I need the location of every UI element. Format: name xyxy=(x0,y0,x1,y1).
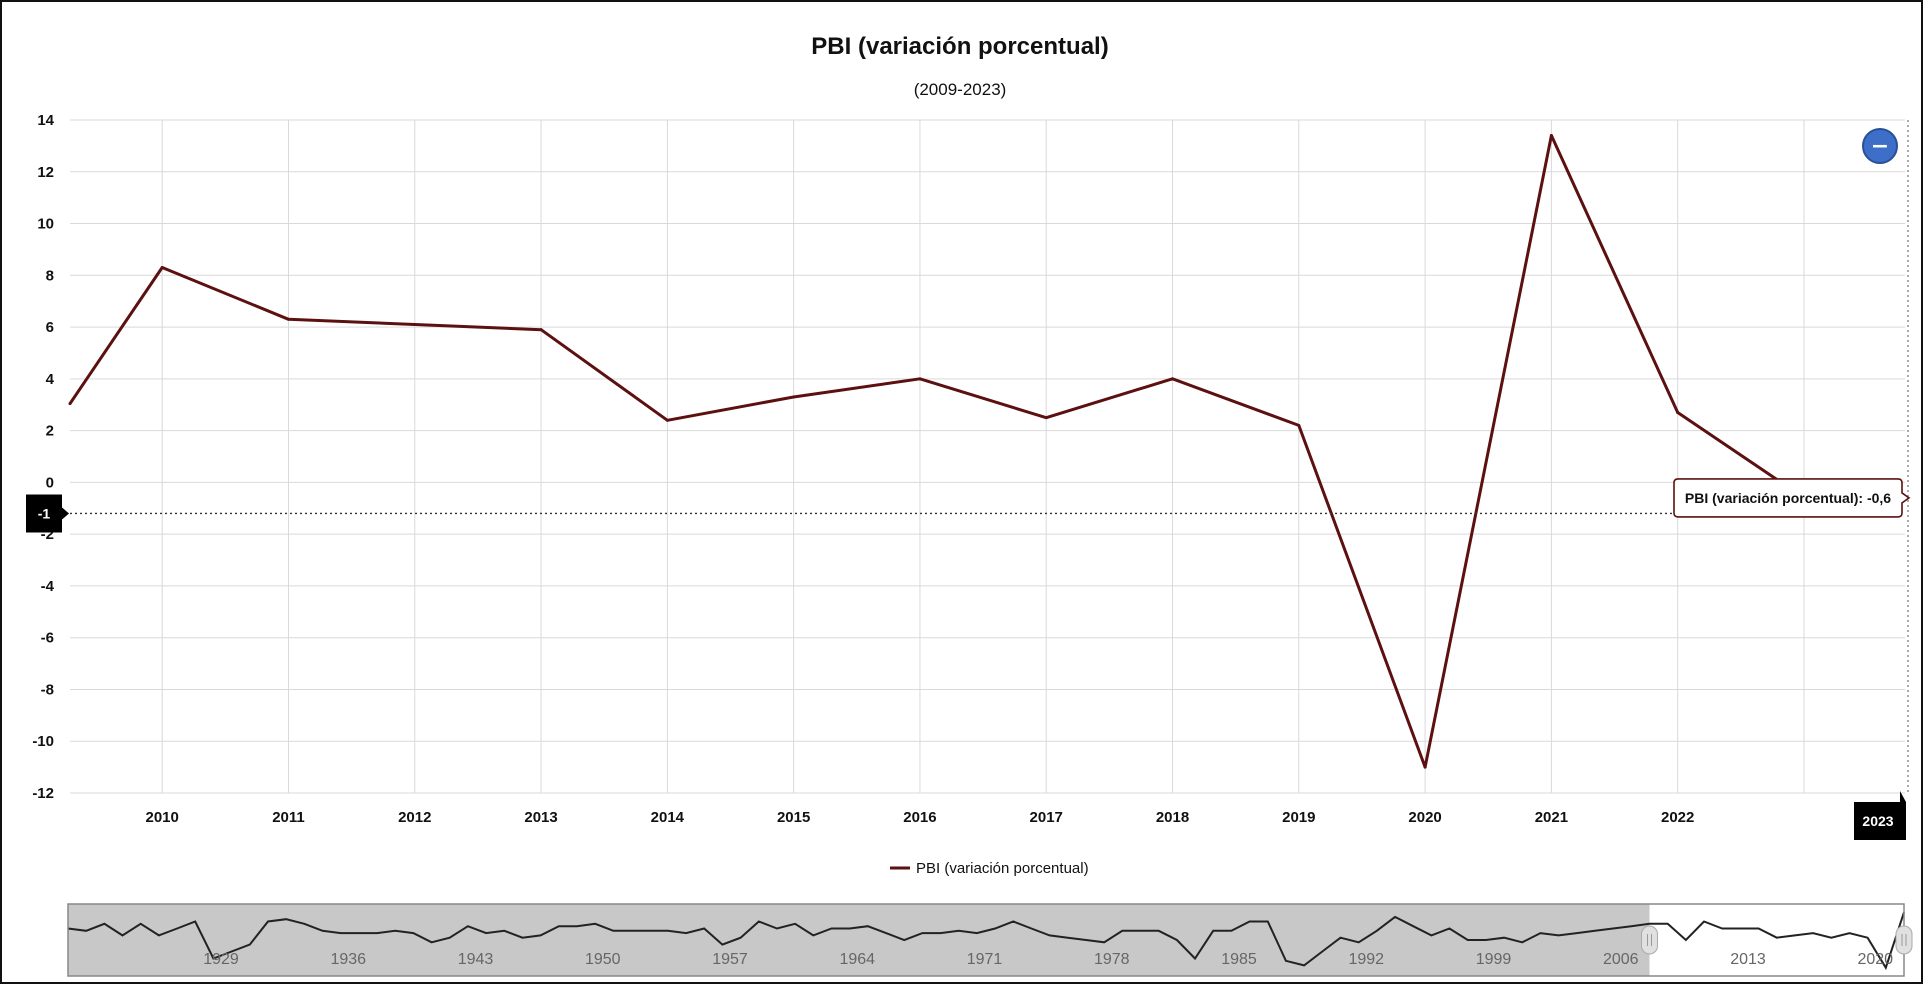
navigator-label: 1929 xyxy=(203,951,239,968)
series-point xyxy=(918,377,922,381)
navigator-label: 1992 xyxy=(1348,951,1384,968)
navigator-label: 2006 xyxy=(1603,951,1639,968)
y-tick-label: 10 xyxy=(37,216,54,233)
x-tick-label: 2010 xyxy=(146,809,179,826)
series-point xyxy=(665,418,669,422)
reset-zoom-button[interactable]: − xyxy=(1862,128,1898,164)
crosshair: -1 2023 xyxy=(26,120,1909,840)
x-tick-label: 2018 xyxy=(1156,809,1189,826)
series-point xyxy=(1297,423,1301,427)
x-axis-ticks: 2010 2011 2012 2013 2014 2015 2016 2017 2018 2019… xyxy=(146,809,1695,826)
x-tick-label: 2016 xyxy=(903,809,936,826)
x-tick-label: 2020 xyxy=(1408,809,1441,826)
navigator-label: 1964 xyxy=(839,951,875,968)
y-tick-label: 8 xyxy=(46,267,54,284)
navigator-handle-left[interactable] xyxy=(1641,925,1659,955)
series-point xyxy=(792,395,796,399)
navigator-label: 1985 xyxy=(1221,951,1257,968)
y-tick-label: -4 xyxy=(41,578,55,595)
navigator-label: 1957 xyxy=(712,951,748,968)
series-point xyxy=(1171,377,1175,381)
x-tick-label: 2019 xyxy=(1282,809,1315,826)
series-point xyxy=(413,322,417,326)
series-point xyxy=(1676,410,1680,414)
navigator-handle-right[interactable] xyxy=(1895,925,1913,955)
navigator-label: 1950 xyxy=(585,951,621,968)
navigator-label: 1971 xyxy=(967,951,1003,968)
series-point xyxy=(286,317,290,321)
x-tick-label: 2017 xyxy=(1030,809,1063,826)
navigator-label: 1978 xyxy=(1094,951,1130,968)
x-tick-label: 2013 xyxy=(524,809,557,826)
x-tick-label: 2015 xyxy=(777,809,810,826)
minus-icon: − xyxy=(1871,134,1889,159)
y-tick-label: -12 xyxy=(32,785,54,802)
y-tick-label: 12 xyxy=(37,164,54,181)
legend[interactable]: PBI (variación porcentual) xyxy=(890,860,1089,877)
series-point xyxy=(160,266,164,270)
tooltip-box xyxy=(1673,478,1911,518)
y-tick-label: -6 xyxy=(41,630,54,647)
tooltip: PBI (variación porcentual): -0,6 xyxy=(1673,478,1911,518)
y-tick-label: 0 xyxy=(46,474,54,491)
y-tick-label: -10 xyxy=(32,733,54,750)
series-point xyxy=(1044,416,1048,420)
navigator-label: 2013 xyxy=(1730,951,1766,968)
y-tick-label: 2 xyxy=(46,423,54,440)
x-tick-label: 2011 xyxy=(272,809,305,826)
tooltip-text: PBI (variación porcentual): -0,6 xyxy=(1685,490,1891,506)
y-tick-label: 4 xyxy=(46,371,55,388)
crosshair-y-label-bg xyxy=(26,494,69,533)
y-tick-label: 14 xyxy=(37,112,54,129)
series-point xyxy=(1549,134,1553,138)
navigator-line xyxy=(67,911,1905,971)
x-tick-label: 2012 xyxy=(398,809,431,826)
y-tick-label: 6 xyxy=(46,319,54,336)
navigator-label: 1936 xyxy=(330,951,366,968)
legend-label: PBI (variación porcentual) xyxy=(916,860,1089,877)
x-tick-label: 2021 xyxy=(1535,809,1568,826)
series-point xyxy=(68,402,72,406)
y-tick-label: -8 xyxy=(41,681,54,698)
navigator-mask-left xyxy=(68,904,1650,976)
series-line xyxy=(68,134,1805,769)
navigator-label: 2020 xyxy=(1857,951,1893,968)
navigator-label: 1943 xyxy=(458,951,494,968)
reset-zoom-circle[interactable] xyxy=(1862,128,1898,164)
series-point xyxy=(539,328,543,332)
series-point xyxy=(1423,765,1427,769)
crosshair-x-label-bg xyxy=(1854,791,1906,840)
crosshair-x-label: 2023 xyxy=(1862,813,1893,829)
navigator-selection xyxy=(1649,904,1904,976)
navigator[interactable]: 1929 1936 1943 1950 1957 1964 1971 1978 1985 1992… xyxy=(67,903,1913,977)
chart-subtitle: (2009-2023) xyxy=(914,80,1007,99)
x-tick-label: 2022 xyxy=(1661,809,1694,826)
x-tick-label: 2014 xyxy=(651,809,685,826)
chart-title: PBI (variación porcentual) xyxy=(811,33,1108,60)
grid-lines xyxy=(70,119,1905,794)
navigator-label: 1999 xyxy=(1476,951,1512,968)
crosshair-y-label: -1 xyxy=(38,505,51,521)
series-layer xyxy=(68,134,1806,769)
